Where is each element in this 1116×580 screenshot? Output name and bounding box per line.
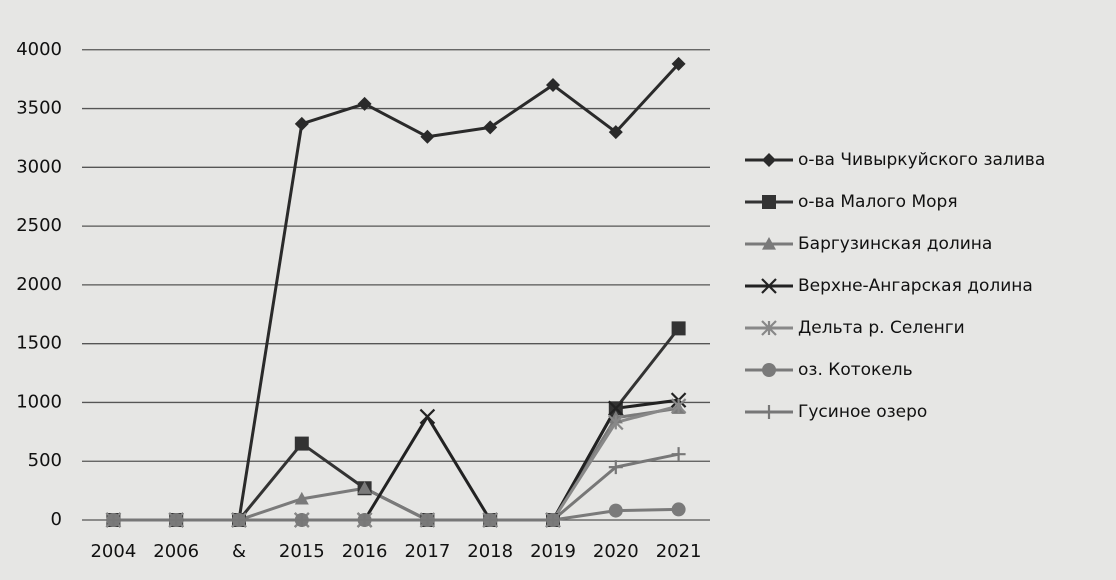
marker [294, 436, 309, 451]
y-tick-label: 3000 [16, 156, 62, 177]
marker [608, 414, 624, 431]
marker [671, 56, 686, 71]
legend-marker [762, 237, 776, 250]
y-tick-label: 4000 [16, 39, 62, 60]
marker [483, 513, 498, 527]
legend-marker [761, 278, 777, 294]
x-tick-label: 2016 [342, 541, 388, 562]
marker [608, 460, 623, 475]
x-tick-label: 2015 [279, 541, 325, 562]
series-line [113, 327, 680, 522]
marker [419, 408, 436, 425]
y-tick-label: 1500 [16, 333, 62, 354]
legend: о-ва Чивыркуйского залива о-ва Малого Мор… [745, 150, 1045, 422]
x-tick-label: 2021 [656, 541, 702, 562]
marker [420, 513, 435, 527]
marker [608, 503, 623, 518]
x-tick-label: 2018 [467, 541, 513, 562]
y-tick-label: 1000 [16, 391, 62, 412]
y-tick-label: 3500 [16, 98, 62, 119]
marker [670, 398, 687, 414]
x-tick-label: 2004 [90, 541, 136, 562]
y-tick-label: 2500 [16, 215, 62, 236]
marker [671, 321, 686, 336]
series-line [113, 507, 679, 522]
marker [357, 513, 372, 527]
legend-marker [762, 405, 776, 419]
legend-label: о-ва Малого Моря [798, 192, 958, 212]
legend-label: Дельта р. Селенги [798, 318, 965, 338]
marker [169, 513, 184, 527]
series-line [113, 398, 679, 522]
marker [294, 513, 309, 527]
x-tick-label: 2017 [404, 541, 450, 562]
y-tick-label: 2000 [16, 274, 62, 295]
legend-marker [762, 195, 776, 209]
x-tick-label: 2006 [153, 541, 199, 562]
x-tick-label: 2020 [593, 541, 639, 562]
x-tick-label: & [232, 541, 246, 562]
marker [483, 120, 498, 135]
marker [294, 491, 309, 505]
marker [608, 400, 624, 417]
marker [546, 513, 560, 527]
y-tick-label: 500 [28, 450, 62, 471]
legend-marker [762, 363, 776, 377]
marker [420, 129, 435, 144]
legend-label: оз. Котокель [798, 360, 913, 380]
legend-label: Верхне-Ангарская долина [798, 276, 1033, 296]
y-tick-label: 0 [51, 509, 62, 530]
marker [232, 513, 246, 527]
series-line [113, 452, 679, 522]
marker [546, 78, 560, 93]
marker [106, 513, 121, 527]
marker [671, 502, 686, 517]
marker [357, 96, 372, 111]
legend-label: о-ва Чивыркуйского залива [798, 150, 1045, 170]
marker [357, 481, 372, 494]
x-tick-label: 2019 [530, 541, 576, 562]
legend-marker [761, 320, 777, 336]
marker [294, 116, 309, 131]
legend-label: Гусиное озеро [798, 402, 927, 422]
marker [608, 125, 623, 140]
legend-label: Баргузинская долина [798, 234, 992, 254]
marker [671, 447, 686, 462]
series-line [113, 406, 679, 522]
legend-marker [762, 153, 776, 167]
